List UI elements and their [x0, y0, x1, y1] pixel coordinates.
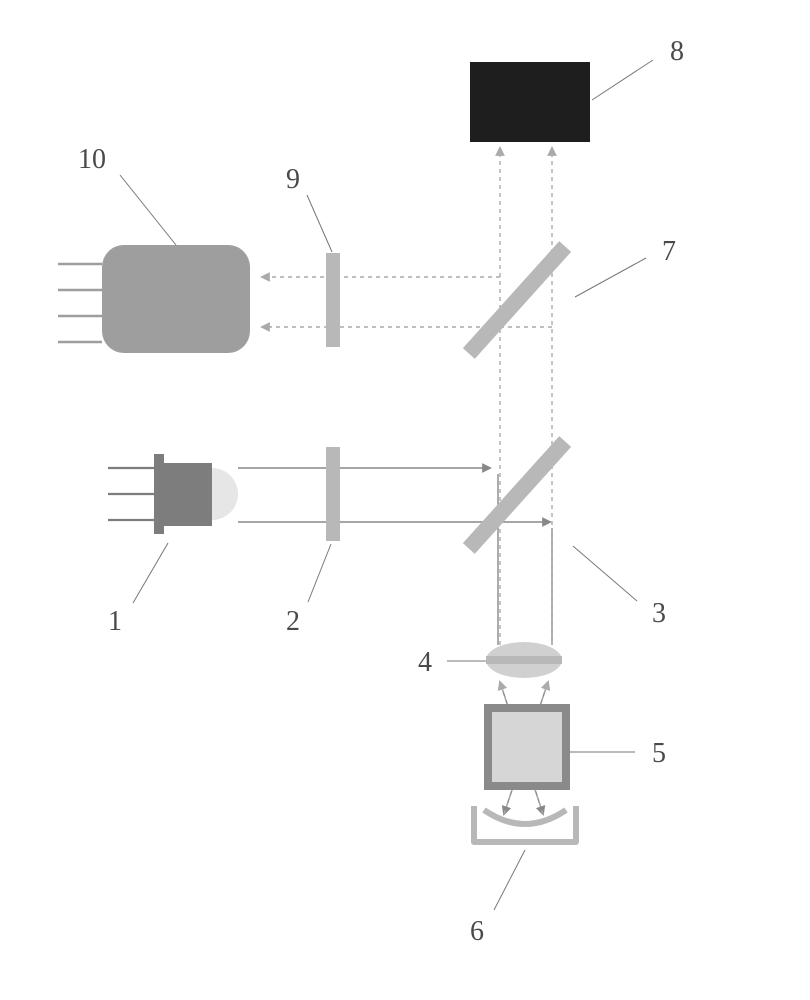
- label-1: 1: [108, 606, 122, 637]
- label-3: 3: [652, 598, 666, 629]
- rays-emission: [262, 148, 552, 645]
- component-2-filter: [326, 447, 340, 541]
- label-10: 10: [78, 144, 106, 175]
- label-9: 9: [286, 164, 300, 195]
- label-7: 7: [662, 236, 676, 267]
- label-6: 6: [470, 916, 484, 947]
- component-10-pmt: [58, 245, 250, 353]
- component-1-led-source: [108, 454, 238, 534]
- label-8: 8: [670, 36, 684, 67]
- optical-diagram: 1 2 3 4 5 6 7 8 9 10: [0, 0, 810, 1000]
- label-2: 2: [286, 606, 300, 637]
- component-7-mirror: [463, 241, 571, 359]
- component-3-mirror: [463, 436, 571, 554]
- component-6-dish: [474, 806, 576, 842]
- label-5: 5: [652, 738, 666, 769]
- component-9-filter: [326, 253, 340, 347]
- label-4: 4: [418, 647, 432, 678]
- component-5-sample: [488, 708, 566, 786]
- component-4-lens: [486, 642, 562, 678]
- component-8-detector: [470, 62, 590, 142]
